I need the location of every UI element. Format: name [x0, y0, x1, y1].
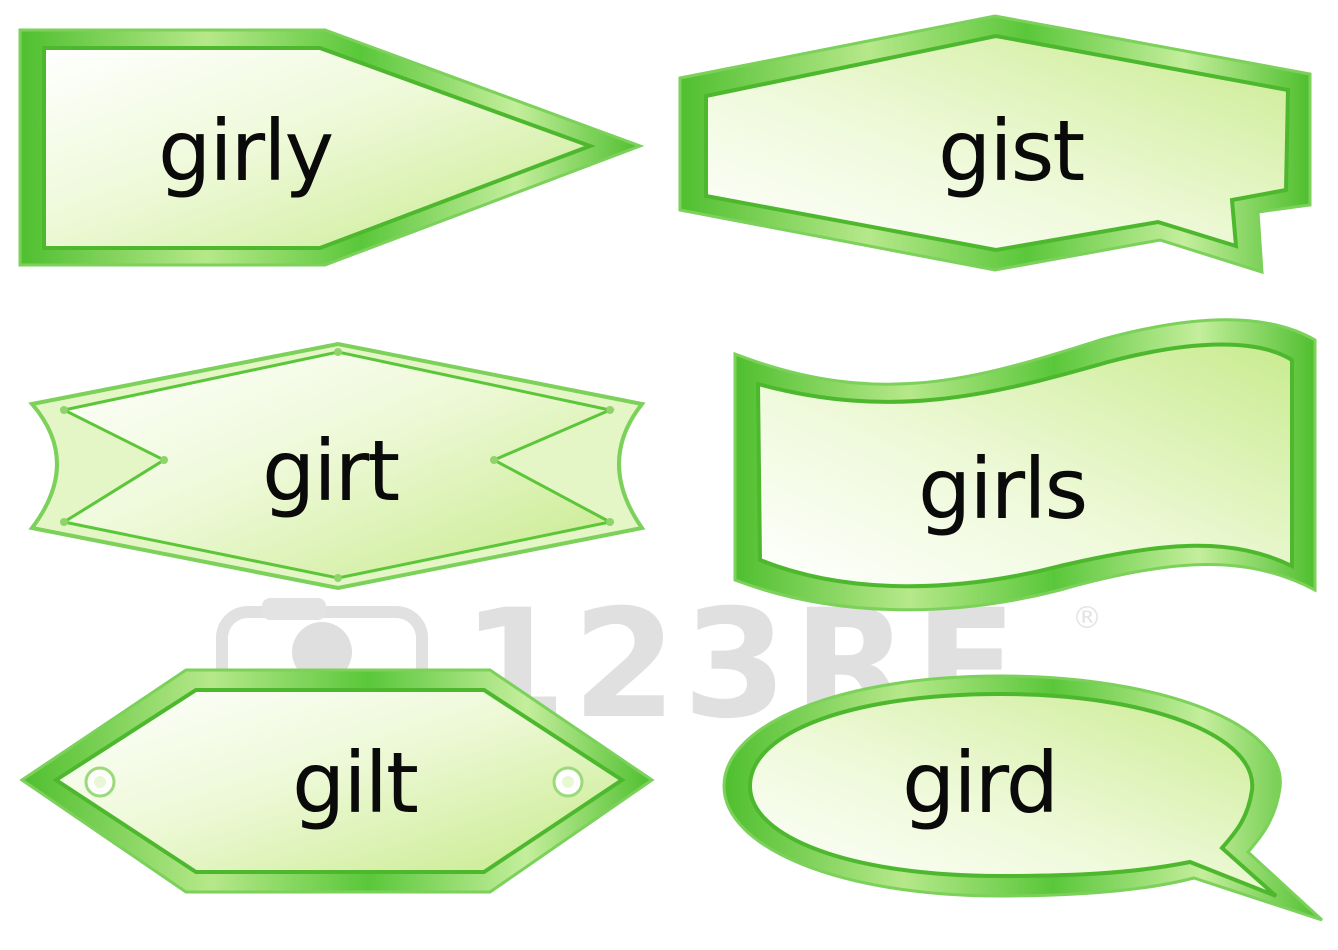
tag-hole-right: [552, 766, 584, 798]
card-label-girls: girls: [918, 440, 1086, 538]
card-label-girt: girt: [262, 422, 398, 520]
word-card-gird: gird: [722, 674, 1324, 922]
word-card-gist: gist: [678, 14, 1312, 275]
card-label-gist: gist: [938, 102, 1083, 200]
card-label-gilt: gilt: [292, 734, 417, 832]
tag-hole-left: [84, 766, 116, 798]
word-card-girly: girly: [18, 28, 645, 267]
word-card-girt: girt: [28, 341, 646, 591]
word-card-girls: girls: [733, 318, 1317, 612]
word-card-gilt: gilt: [19, 668, 655, 894]
watermark-registered-mark: ®: [1072, 601, 1102, 636]
card-label-gird: gird: [902, 734, 1057, 832]
card-label-girly: girly: [158, 102, 333, 200]
